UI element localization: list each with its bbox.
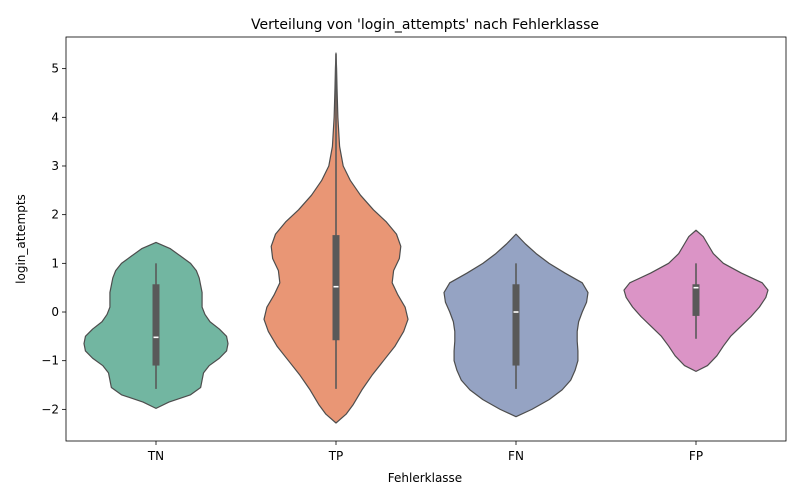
y-axis: −2 −1 0 1 2 3 4 5 xyxy=(41,62,66,416)
plot-area xyxy=(83,52,769,424)
x-tick-label: TN xyxy=(147,449,164,463)
chart-title: Verteilung von 'login_attempts' nach Feh… xyxy=(251,17,599,33)
y-tick-label: 0 xyxy=(51,305,59,319)
plot-frame xyxy=(65,36,787,442)
y-tick-label: 3 xyxy=(51,159,59,173)
y-tick-label: 5 xyxy=(51,62,59,76)
y-tick-label: 2 xyxy=(51,208,59,222)
x-axis-title: Fehlerklasse xyxy=(388,471,462,485)
iqr-box-fp xyxy=(692,284,700,316)
iqr-box-tn xyxy=(152,284,160,366)
x-tick-label: FN xyxy=(508,449,524,463)
iqr-box-tp xyxy=(332,235,340,341)
x-axis: TN TP FN FP xyxy=(147,441,703,463)
y-tick-label: 1 xyxy=(51,256,59,270)
y-tick-label: 4 xyxy=(51,110,59,124)
y-axis-title: login_attempts xyxy=(14,194,28,284)
x-tick-label: FP xyxy=(689,449,703,463)
x-tick-label: TP xyxy=(328,449,344,463)
y-tick-label: −2 xyxy=(41,402,59,416)
iqr-box-fn xyxy=(512,284,520,366)
y-tick-label: −1 xyxy=(41,354,59,368)
